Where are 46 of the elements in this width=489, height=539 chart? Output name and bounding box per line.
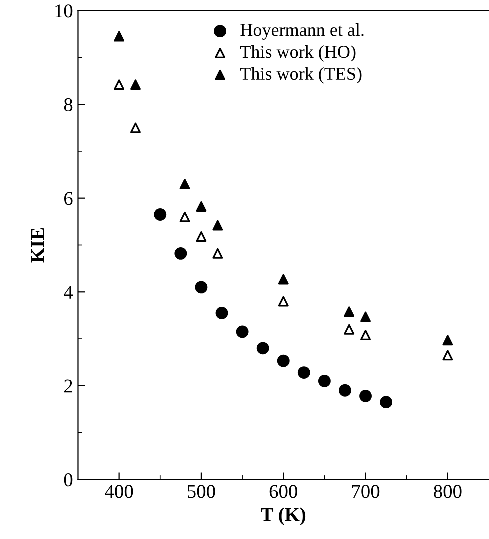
point <box>196 232 207 242</box>
x-tick-label: 700 <box>352 485 380 498</box>
y-tick-label: 2 <box>64 380 72 393</box>
point <box>114 80 125 90</box>
point <box>216 307 228 320</box>
y-tick-label: 4 <box>64 286 74 299</box>
x-tick-label: 800 <box>434 485 462 498</box>
x-tick-label: 500 <box>188 485 216 498</box>
point <box>174 247 188 260</box>
point <box>380 396 393 409</box>
legend-label: Hoyermann et al. <box>240 24 364 40</box>
legend-label: This work (TES) <box>240 67 362 84</box>
point <box>130 122 141 134</box>
point <box>195 281 208 294</box>
point <box>278 296 289 307</box>
point <box>236 326 249 338</box>
y-tick-label: 8 <box>64 98 73 112</box>
point <box>180 212 190 222</box>
point <box>212 248 224 259</box>
point <box>360 330 371 341</box>
point <box>318 375 331 388</box>
y-tick-label: 6 <box>64 192 73 206</box>
point <box>344 306 355 318</box>
point <box>154 208 167 221</box>
x-axis-title: T (K) <box>261 508 306 526</box>
point <box>442 335 454 346</box>
point <box>298 366 310 380</box>
x-tick-label: 600 <box>270 485 298 498</box>
point <box>114 31 125 42</box>
legend-label: This work (HO) <box>240 45 356 62</box>
point <box>256 342 270 355</box>
y-tick-label: 10 <box>56 4 73 18</box>
point <box>277 354 290 368</box>
point <box>360 312 371 322</box>
x-tick-label: 400 <box>105 485 134 498</box>
point <box>196 202 207 212</box>
y-tick-label: 0 <box>64 474 73 487</box>
point <box>339 384 352 397</box>
point <box>360 390 372 402</box>
point <box>278 274 289 285</box>
point <box>344 324 355 335</box>
point <box>130 80 141 90</box>
point <box>180 179 190 190</box>
point <box>212 220 224 231</box>
y-axis-title: KIE <box>32 228 44 263</box>
point <box>442 350 454 361</box>
